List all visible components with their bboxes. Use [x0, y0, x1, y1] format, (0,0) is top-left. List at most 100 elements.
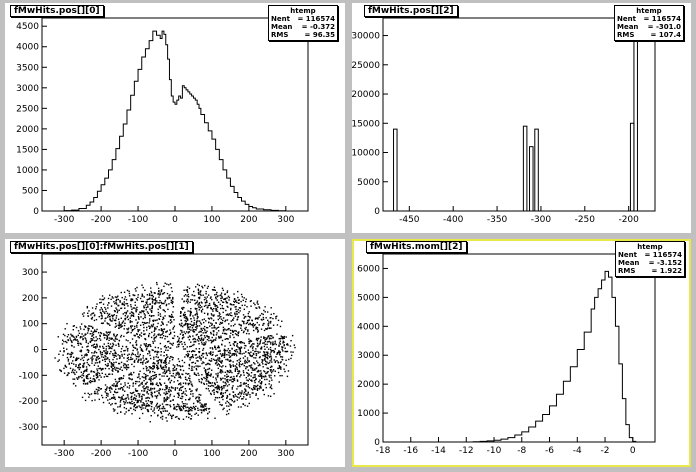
scatter-point	[119, 378, 121, 381]
scatter-point	[266, 311, 269, 313]
scatter-point	[142, 367, 145, 370]
scatter-point	[106, 375, 109, 378]
scatter-point	[127, 331, 130, 333]
scatter-point	[191, 407, 194, 410]
scatter-point	[130, 298, 132, 300]
scatter-point	[211, 348, 214, 350]
scatter-point	[176, 408, 178, 411]
scatter-point	[228, 296, 231, 299]
scatter-point	[228, 341, 231, 344]
scatter-point	[210, 313, 213, 315]
y-tick-label: 0	[33, 346, 39, 356]
scatter-point	[196, 327, 198, 329]
scatter-point	[135, 298, 138, 300]
scatter-point	[158, 358, 161, 361]
scatter-point	[162, 334, 165, 337]
scatter-point	[198, 355, 201, 358]
scatter-point	[136, 401, 138, 404]
scatter-point	[137, 392, 139, 395]
scatter-point	[180, 405, 182, 408]
scatter-point	[189, 323, 192, 325]
scatter-point	[112, 358, 114, 361]
scatter-point	[78, 342, 80, 345]
scatter-point	[187, 355, 189, 358]
scatter-point	[209, 325, 211, 327]
x-tick-label: -250	[575, 215, 596, 225]
histogram-pad-pos2[interactable]: -450 -400 -350 -300 -250 -200 0 5000 10000 15000 2…	[352, 3, 691, 233]
scatter-point	[106, 338, 108, 340]
scatter-point	[161, 333, 163, 336]
stats-box[interactable]: htemp Nent = 116574 Mean = -301.0 RMS = 107…	[614, 5, 684, 41]
scatter-point	[107, 307, 109, 309]
stats-box[interactable]: htemp Nent = 116574 Mean = -3.152 RMS = 1.9…	[615, 241, 685, 277]
pad-title[interactable]: fMwHits.mom[][2]	[366, 241, 467, 253]
scatter-point	[181, 392, 183, 395]
scatter-point	[146, 347, 148, 350]
x-tick-label: -300	[531, 215, 552, 225]
scatter-point	[120, 386, 123, 389]
scatter-point	[82, 380, 85, 382]
scatter-point	[93, 319, 96, 322]
scatter-point	[190, 381, 192, 383]
scatter-point	[154, 303, 156, 305]
scatter-point	[219, 353, 222, 355]
scatter-point	[196, 325, 199, 327]
pad-title[interactable]: fMwHits.pos[][2]	[364, 5, 458, 17]
histogram-pad-mom2[interactable]: -18 -16 -14 -12 -10 -8 -6 -4 -2 0 0 1000 2000 3000 400…	[352, 239, 691, 467]
scatter-point	[240, 384, 242, 386]
scatter-point	[170, 299, 173, 302]
pad-title[interactable]: fMwHits.pos[][0]	[10, 5, 104, 17]
histogram-bin	[629, 438, 632, 442]
scatter-point	[133, 307, 136, 309]
scatter-point	[102, 303, 105, 305]
scatter-point	[278, 350, 280, 352]
histogram-bin	[230, 186, 234, 211]
scatter-point	[207, 335, 209, 338]
scatter-point	[106, 387, 108, 390]
pad-title[interactable]: fMwHits.pos[][0]:fMwHits.pos[][1]	[10, 241, 193, 253]
scatter-point	[170, 315, 172, 318]
scatter-point	[178, 339, 180, 341]
scatter-point	[229, 379, 231, 381]
scatter-point	[194, 413, 196, 416]
scatter-point	[222, 330, 225, 332]
scatter-point	[239, 391, 241, 394]
scatter-point	[206, 296, 208, 298]
scatter-point	[220, 391, 223, 394]
scatter-point	[92, 326, 94, 329]
scatter-point	[62, 347, 65, 349]
scatter-point	[222, 353, 224, 355]
scatter-point	[114, 378, 117, 381]
scatter-point	[180, 408, 182, 410]
scatter-point	[182, 407, 185, 410]
scatter-point	[181, 373, 183, 375]
scatter-point	[247, 380, 250, 382]
scatter-point	[219, 377, 222, 380]
histogram-bin	[173, 102, 175, 211]
scatter-point	[201, 353, 204, 355]
scatter-point	[206, 326, 208, 329]
scatter-point	[173, 365, 176, 367]
scatter-point	[204, 296, 206, 299]
scatter-point	[140, 358, 142, 360]
scatter-point	[284, 370, 286, 373]
scatter-point	[107, 314, 110, 316]
scatter-point	[141, 295, 143, 297]
stats-box[interactable]: htemp Nent = 116574 Mean = -0.372 RMS = 96.…	[268, 5, 338, 41]
scatter-point	[178, 383, 181, 385]
scatter-point	[170, 301, 172, 304]
histogram-pad-pos0[interactable]: -300 -200 -100 0 100 200 300 0 500 1000 1500 2000 25…	[5, 3, 345, 233]
scatter-point	[108, 359, 111, 361]
scatter-point	[111, 320, 113, 322]
scatter-point	[154, 371, 156, 374]
scatter-point	[221, 385, 223, 388]
scatter-point	[151, 382, 154, 384]
scatter-point	[87, 363, 90, 366]
scatter-point	[161, 321, 163, 323]
scatter-point	[209, 304, 211, 307]
scatter-point	[241, 398, 243, 400]
scatter-pad-pos0-vs-pos1[interactable]: -300 -200 -100 0 100 200 300 -300 -200 -100 0 100 20…	[5, 239, 345, 467]
scatter-point	[278, 342, 281, 344]
scatter-point	[121, 398, 123, 400]
scatter-point	[86, 361, 88, 364]
